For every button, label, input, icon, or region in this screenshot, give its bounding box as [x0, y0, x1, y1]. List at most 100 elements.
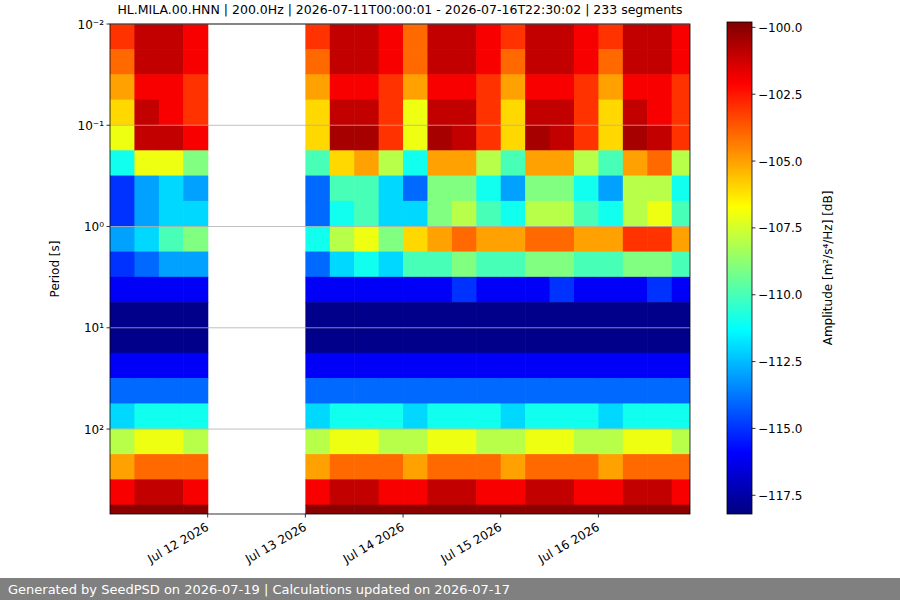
psd-cell	[379, 505, 404, 514]
psd-cell	[647, 277, 672, 303]
psd-cell	[574, 226, 599, 252]
psd-cell	[427, 327, 452, 353]
psd-cell	[159, 24, 184, 50]
psd-cell	[330, 226, 355, 252]
colorbar-tick-label: −105.0	[758, 155, 802, 169]
colorbar-tick	[752, 27, 756, 28]
psd-cell	[110, 403, 135, 429]
psd-cell	[183, 125, 208, 151]
psd-cell	[647, 378, 672, 404]
psd-cell	[159, 505, 184, 514]
psd-cell	[330, 353, 355, 379]
psd-cell	[550, 479, 575, 505]
psd-cell	[647, 403, 672, 429]
psd-cell	[647, 302, 672, 328]
psd-cell	[574, 403, 599, 429]
psd-cell	[476, 479, 501, 505]
psd-cell	[134, 479, 159, 505]
psd-cell	[672, 277, 690, 303]
colorbar-tick	[752, 428, 756, 429]
psd-cell	[647, 454, 672, 480]
psd-cell	[574, 201, 599, 227]
psd-cell	[598, 378, 623, 404]
footer-bar	[0, 578, 900, 600]
psd-cell	[525, 378, 550, 404]
psd-cell	[598, 125, 623, 151]
psd-cell	[623, 49, 648, 75]
footer: Generated by SeedPSD on 2026-07-19 | Cal…	[8, 582, 510, 597]
psd-cell	[330, 100, 355, 126]
psd-cell	[159, 378, 184, 404]
psd-cell	[330, 252, 355, 278]
psd-cell	[379, 150, 404, 176]
psd-cell	[598, 302, 623, 328]
psd-cell	[379, 176, 404, 202]
psd-cell	[647, 201, 672, 227]
plot-frame	[110, 24, 690, 514]
psd-cell	[427, 479, 452, 505]
psd-cell	[427, 505, 452, 514]
psd-cell	[354, 327, 379, 353]
psd-cell	[501, 277, 526, 303]
psd-cell	[598, 201, 623, 227]
psd-cell	[501, 74, 526, 100]
psd-cell	[598, 74, 623, 100]
psd-cell	[183, 74, 208, 100]
psd-cell	[403, 505, 428, 514]
psd-cell	[672, 378, 690, 404]
psd-cell	[354, 454, 379, 480]
psd-cell	[159, 150, 184, 176]
psd-cell	[110, 252, 135, 278]
psd-cell	[598, 150, 623, 176]
psd-cell	[672, 201, 690, 227]
psd-cell	[110, 505, 135, 514]
psd-cell	[427, 378, 452, 404]
psd-cell	[452, 378, 477, 404]
psd-cell	[330, 201, 355, 227]
psd-cell	[476, 403, 501, 429]
psd-cell	[598, 176, 623, 202]
psd-cell	[330, 505, 355, 514]
psd-cell	[501, 100, 526, 126]
psd-cell	[623, 302, 648, 328]
psd-cell	[379, 277, 404, 303]
psd-cell	[354, 252, 379, 278]
psd-cell	[452, 49, 477, 75]
colorbar-tick	[752, 94, 756, 95]
psd-cell	[598, 226, 623, 252]
psd-cell	[574, 429, 599, 455]
psd-cell	[159, 201, 184, 227]
psd-cell	[623, 327, 648, 353]
grid-line	[110, 125, 690, 126]
grid-line	[110, 327, 690, 328]
psd-cell	[525, 505, 550, 514]
psd-cell	[647, 100, 672, 126]
psd-cell	[330, 429, 355, 455]
x-tick-label: Jul 15 2026	[438, 520, 505, 567]
psd-cell	[452, 327, 477, 353]
psd-cell	[623, 24, 648, 50]
psd-cell	[501, 327, 526, 353]
psd-cell	[403, 74, 428, 100]
y-axis-title: Period [s]	[48, 241, 62, 298]
psd-cell	[574, 252, 599, 278]
psd-cell	[134, 201, 159, 227]
psd-cell	[183, 49, 208, 75]
psd-cell	[183, 378, 208, 404]
psd-cell	[354, 353, 379, 379]
psd-cell	[452, 252, 477, 278]
psd-cell	[647, 150, 672, 176]
psd-cell	[598, 505, 623, 514]
colorbar-tick-label: −102.5	[758, 88, 802, 102]
psd-cell	[330, 176, 355, 202]
psd-cell	[427, 201, 452, 227]
psd-cell	[134, 150, 159, 176]
psd-cell	[550, 24, 575, 50]
psd-cell	[672, 252, 690, 278]
psd-cell	[476, 49, 501, 75]
psd-cell	[330, 479, 355, 505]
psd-cell	[427, 100, 452, 126]
psd-cell	[672, 100, 690, 126]
psd-cell	[550, 226, 575, 252]
psd-cell	[354, 277, 379, 303]
